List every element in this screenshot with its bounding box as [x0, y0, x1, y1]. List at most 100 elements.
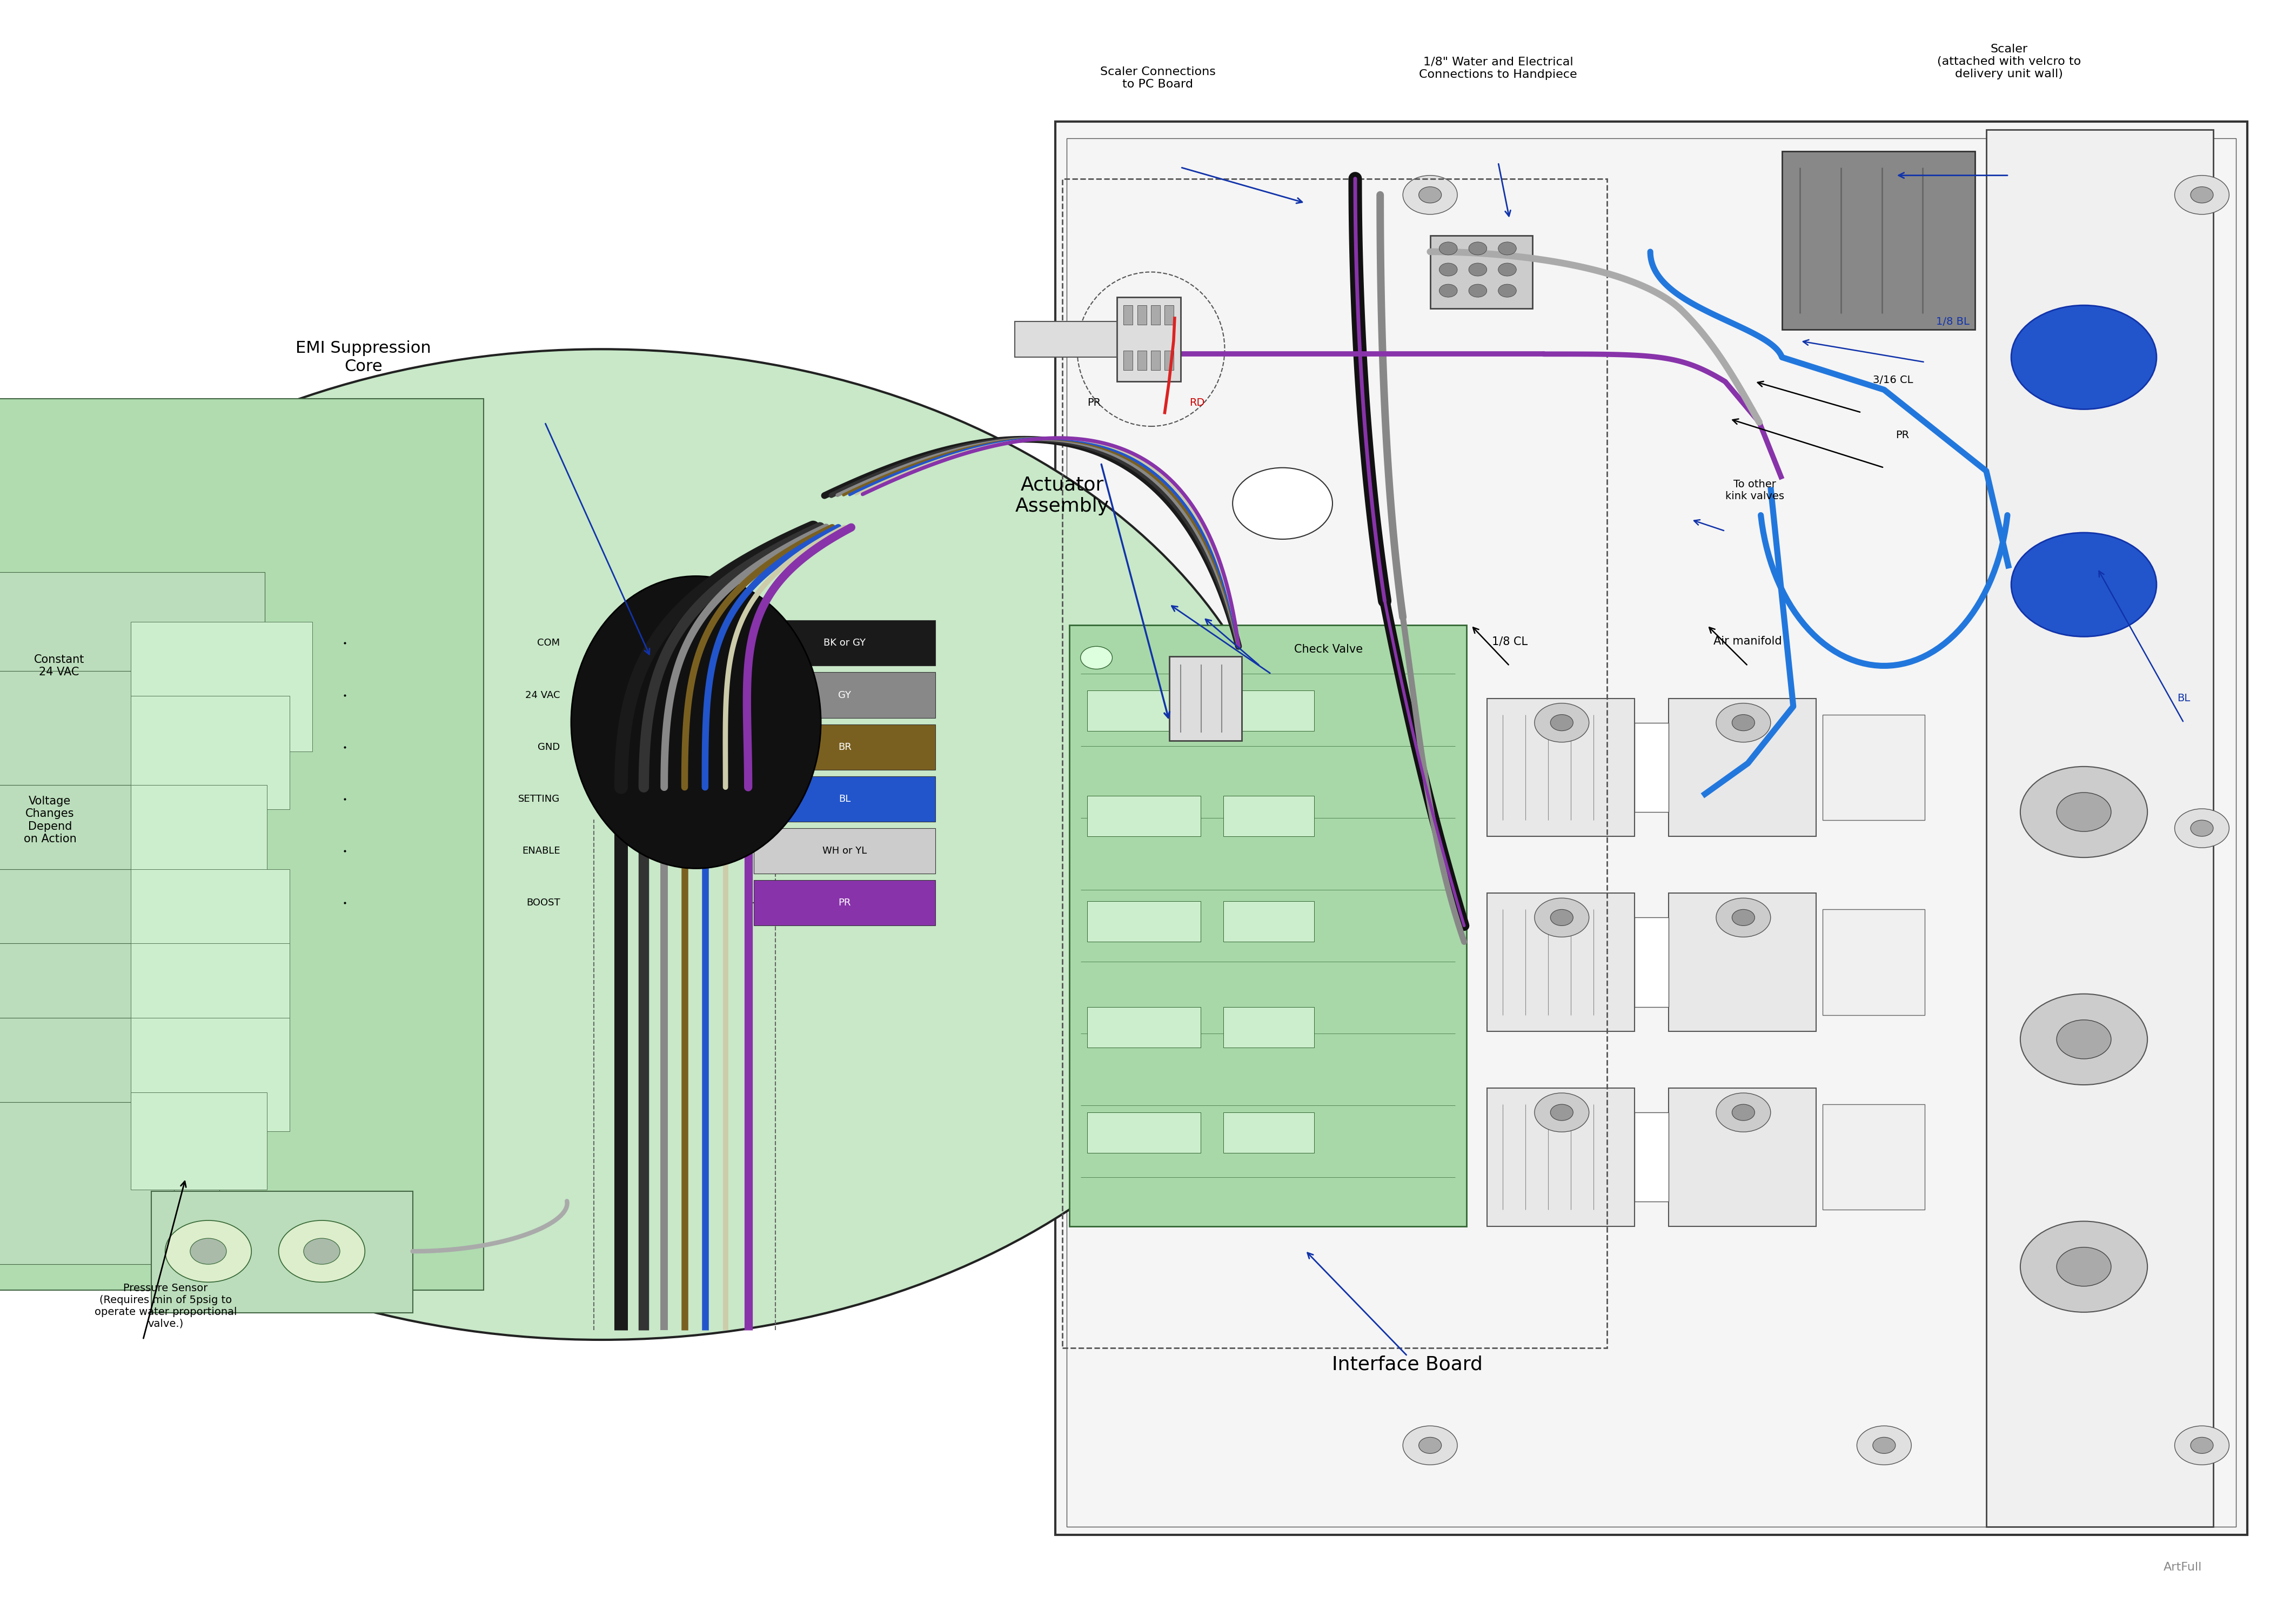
Bar: [754, 880, 935, 926]
Circle shape: [1498, 242, 1516, 255]
Text: 1/8 CL: 1/8 CL: [1491, 637, 1528, 646]
Circle shape: [1498, 284, 1516, 297]
Circle shape: [1550, 1104, 1573, 1121]
Bar: [1668, 698, 1816, 836]
Text: RD: RD: [1189, 398, 1205, 408]
Circle shape: [2175, 175, 2229, 214]
Bar: [1151, 351, 1160, 370]
Circle shape: [1469, 263, 1487, 276]
Text: EMI Suppression
Core: EMI Suppression Core: [295, 341, 431, 374]
Text: BR: BR: [838, 742, 851, 752]
Bar: [1487, 1088, 1634, 1226]
Text: WH or YL: WH or YL: [822, 846, 867, 856]
Circle shape: [1535, 1093, 1589, 1132]
Text: To other
kink valves: To other kink valves: [1725, 479, 1784, 502]
Bar: [1062, 179, 1607, 1348]
Text: Scaler Connections
to PC Board: Scaler Connections to PC Board: [1101, 67, 1214, 89]
Bar: [1668, 893, 1816, 1031]
Text: 24 VAC: 24 VAC: [524, 690, 561, 700]
Text: Check Valve: Check Valve: [1294, 645, 1362, 654]
Circle shape: [191, 1239, 227, 1265]
Bar: [132, 695, 291, 809]
Circle shape: [1857, 1426, 1911, 1465]
Bar: [132, 1091, 268, 1189]
Bar: [0, 572, 266, 864]
Bar: [1151, 305, 1160, 325]
Circle shape: [1716, 703, 1771, 742]
Bar: [1668, 1088, 1816, 1226]
Bar: [1087, 796, 1201, 836]
Bar: [1124, 351, 1133, 370]
Text: BL: BL: [2177, 693, 2191, 703]
Bar: [0, 671, 220, 898]
Bar: [152, 1192, 413, 1312]
Text: ENABLE: ENABLE: [522, 846, 561, 856]
Bar: [132, 784, 268, 882]
Circle shape: [1550, 909, 1573, 926]
Circle shape: [1403, 1426, 1457, 1465]
Circle shape: [1732, 909, 1755, 926]
Bar: [1224, 901, 1314, 942]
Bar: [1634, 1112, 1668, 1202]
Ellipse shape: [572, 577, 822, 869]
FancyBboxPatch shape: [0, 398, 484, 1289]
Circle shape: [2191, 187, 2213, 203]
Bar: [1823, 1104, 1925, 1210]
Text: PR: PR: [1895, 430, 1909, 440]
Circle shape: [1535, 703, 1589, 742]
Bar: [1124, 305, 1133, 325]
Circle shape: [1439, 242, 1457, 255]
Bar: [132, 622, 313, 752]
Bar: [1487, 893, 1634, 1031]
Bar: [1087, 1112, 1201, 1153]
Bar: [1823, 715, 1925, 820]
Circle shape: [1732, 1104, 1755, 1121]
Bar: [1117, 297, 1180, 382]
Text: SETTING: SETTING: [518, 794, 561, 804]
Text: 1/8 BL: 1/8 BL: [1936, 317, 1970, 326]
Bar: [0, 944, 175, 1106]
Circle shape: [2191, 820, 2213, 836]
Text: BK or GY: BK or GY: [824, 638, 865, 648]
Circle shape: [2057, 1247, 2111, 1286]
Text: Air manifold: Air manifold: [1714, 637, 1782, 646]
Circle shape: [279, 1221, 365, 1283]
Circle shape: [1716, 898, 1771, 937]
Circle shape: [1716, 1093, 1771, 1132]
Bar: [0, 869, 220, 1064]
Circle shape: [1419, 1437, 1441, 1453]
Bar: [1137, 351, 1146, 370]
Circle shape: [2175, 809, 2229, 848]
Text: Actuator
Assembly: Actuator Assembly: [1015, 476, 1110, 515]
Text: 3/16 CL: 3/16 CL: [1873, 375, 1914, 385]
Text: Constant
24 VAC: Constant 24 VAC: [34, 654, 84, 677]
Bar: [754, 672, 935, 718]
Circle shape: [1469, 284, 1487, 297]
Circle shape: [1469, 242, 1487, 255]
Text: GY: GY: [838, 690, 851, 700]
Bar: [1056, 122, 2247, 1535]
Circle shape: [1550, 715, 1573, 731]
Circle shape: [304, 1239, 340, 1265]
Bar: [1224, 1007, 1314, 1047]
Circle shape: [1439, 284, 1457, 297]
Bar: [754, 776, 935, 822]
Circle shape: [166, 1221, 252, 1283]
Bar: [1634, 723, 1668, 812]
Bar: [1823, 909, 1925, 1015]
Bar: [0, 784, 175, 947]
Bar: [1986, 130, 2213, 1527]
Text: COM: COM: [538, 638, 561, 648]
Bar: [754, 724, 935, 770]
Circle shape: [2020, 1221, 2147, 1312]
Circle shape: [1498, 263, 1516, 276]
Circle shape: [1439, 263, 1457, 276]
Text: PR: PR: [1087, 398, 1101, 408]
Text: BL: BL: [838, 794, 851, 804]
Circle shape: [2011, 305, 2156, 409]
Bar: [1634, 918, 1668, 1007]
Text: GND: GND: [538, 742, 561, 752]
Circle shape: [2011, 533, 2156, 637]
Bar: [1165, 351, 1174, 370]
Circle shape: [1419, 187, 1441, 203]
